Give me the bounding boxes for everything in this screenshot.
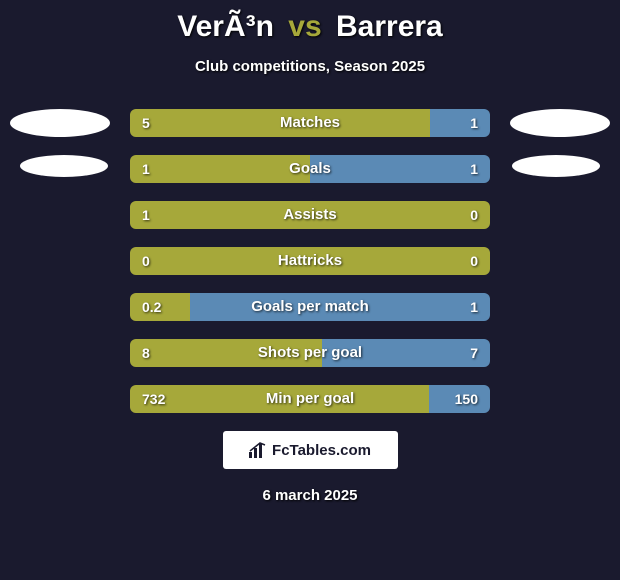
stat-row: Goals per match0.2 1	[0, 293, 620, 321]
stat-value-right: 7	[470, 339, 478, 367]
stat-row: Goals1 1	[0, 155, 620, 183]
stat-label: Assists	[130, 201, 490, 229]
stat-value-left: 5	[142, 109, 150, 137]
stat-value-right: 1	[470, 293, 478, 321]
watermark: FcTables.com	[223, 431, 398, 469]
comparison-card: VerÃ³n vs Barrera Club competitions, Sea…	[0, 0, 620, 580]
stat-label: Min per goal	[130, 385, 490, 413]
stat-row: Matches5 1	[0, 109, 620, 137]
stat-row: Shots per goal8 7	[0, 339, 620, 367]
stat-label: Shots per goal	[130, 339, 490, 367]
stat-label: Goals	[130, 155, 490, 183]
date-text: 6 march 2025	[0, 487, 620, 504]
player1-name: VerÃ³n	[177, 10, 274, 43]
page-title: VerÃ³n vs Barrera	[0, 0, 620, 44]
stat-row: Assists1 0	[0, 201, 620, 229]
stats-chart: Matches51Goals11Assists10Hattricks00Goal…	[0, 109, 620, 413]
stat-value-left: 0.2	[142, 293, 161, 321]
stat-value-left: 0	[142, 247, 150, 275]
stat-value-left: 8	[142, 339, 150, 367]
stat-label: Hattricks	[130, 247, 490, 275]
stat-label: Goals per match	[130, 293, 490, 321]
stat-value-left: 1	[142, 155, 150, 183]
stat-value-left: 1	[142, 201, 150, 229]
subtitle: Club competitions, Season 2025	[0, 58, 620, 75]
stat-value-right: 150	[455, 385, 478, 413]
stat-value-right: 0	[470, 201, 478, 229]
watermark-text: FcTables.com	[272, 442, 371, 459]
stat-value-right: 1	[470, 109, 478, 137]
chart-icon	[249, 442, 267, 458]
vs-text: vs	[288, 10, 321, 43]
stat-value-left: 732	[142, 385, 165, 413]
stat-label: Matches	[130, 109, 490, 137]
stat-row: Min per goal732 150	[0, 385, 620, 413]
stat-value-right: 1	[470, 155, 478, 183]
stat-row: Hattricks0 0	[0, 247, 620, 275]
stat-value-right: 0	[470, 247, 478, 275]
player2-name: Barrera	[336, 10, 443, 43]
